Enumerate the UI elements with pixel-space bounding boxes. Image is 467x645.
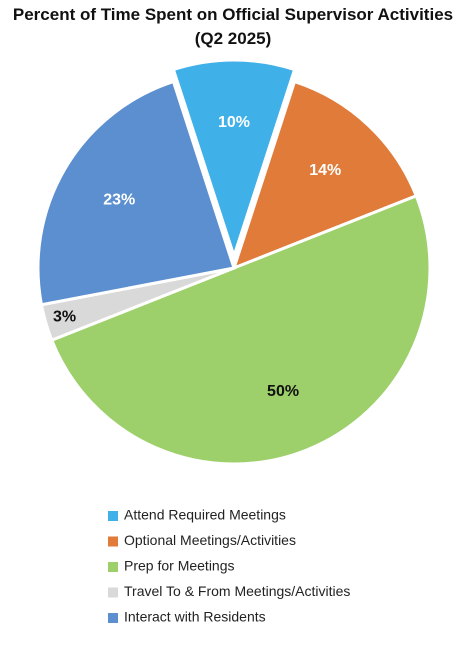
pie-slice [49,193,432,466]
chart-subtitle: (Q2 2025) [195,29,272,48]
legend-swatch [108,562,118,572]
pie-slice [171,58,297,261]
legend-swatch [108,587,118,598]
legend-swatch [108,613,118,623]
value-label: 10% [218,114,250,131]
value-label: 14% [309,162,341,179]
pie-slice [36,79,236,307]
legend-label: Prep for Meetings [124,558,235,574]
pie-slice [231,79,419,271]
legend-swatch [108,511,118,521]
legend-label: Travel To & From Meetings/Activities [124,583,350,599]
legend-label: Optional Meetings/Activities [124,532,296,548]
value-label: 50% [267,383,299,400]
value-label: 23% [103,191,135,208]
legend-label: Attend Required Meetings [124,507,286,523]
legend-label: Interact with Residents [124,609,266,625]
legend-swatch [108,536,118,547]
value-label: 3% [53,308,76,325]
chart-title: Percent of Time Spent on Official Superv… [13,5,453,24]
